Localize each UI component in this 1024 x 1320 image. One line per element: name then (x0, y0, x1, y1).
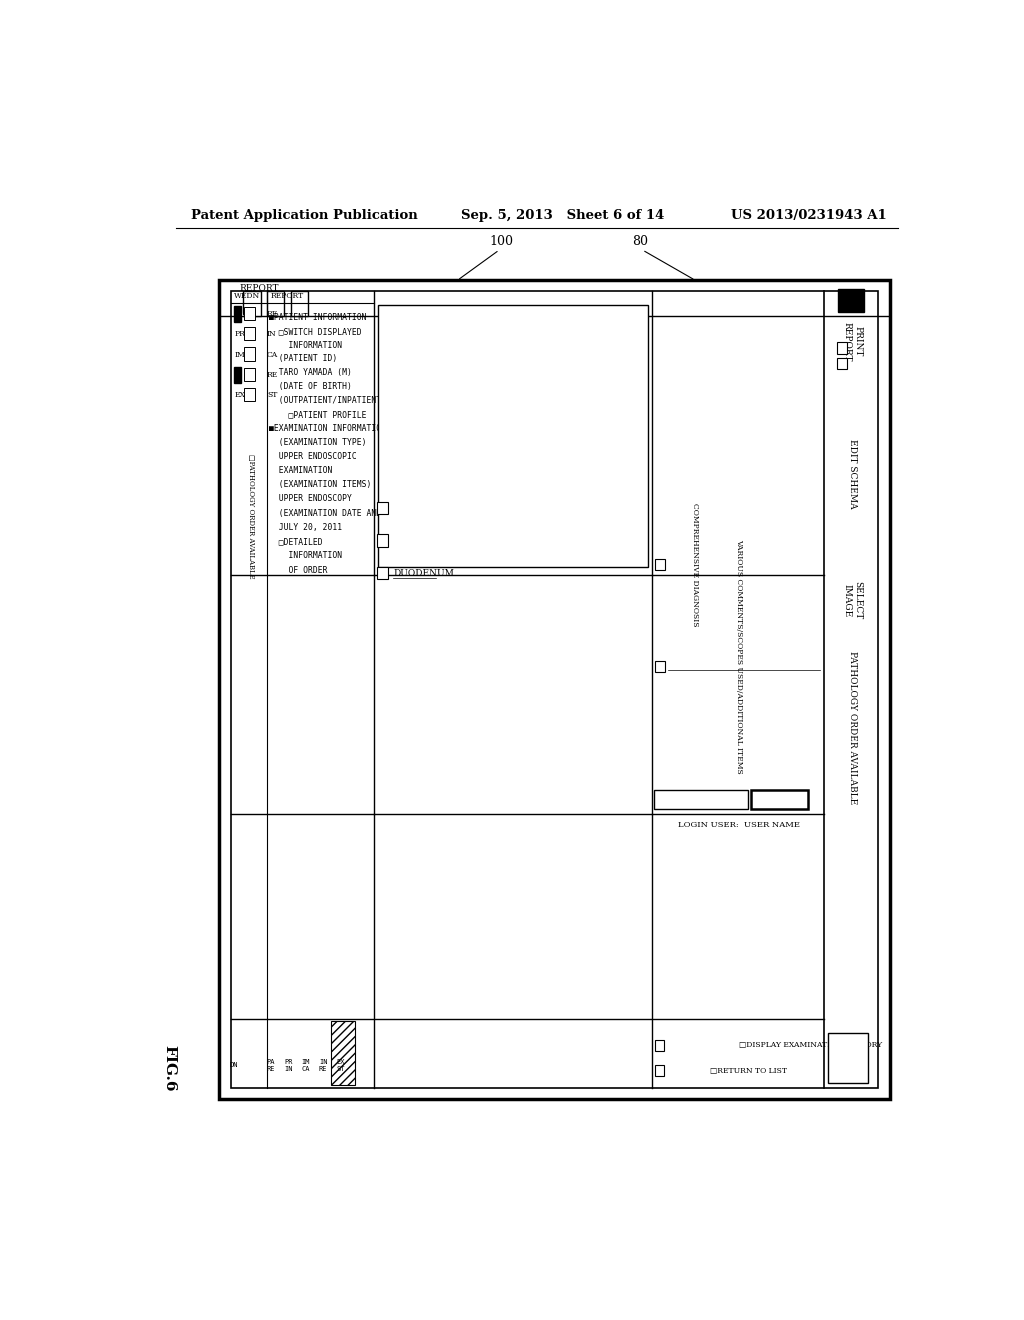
Text: UPPER ENDOSCOPIC: UPPER ENDOSCOPIC (269, 451, 357, 461)
Text: INFORMATION: INFORMATION (269, 341, 342, 350)
Bar (655, 660, 666, 672)
Text: 100: 100 (489, 235, 513, 248)
Bar (244, 347, 255, 360)
Text: WEDN: WEDN (233, 292, 260, 300)
Text: PA
RE: PA RE (266, 1059, 275, 1072)
Text: □SWITCH DISPLAYED: □SWITCH DISPLAYED (269, 327, 361, 337)
Text: IN: IN (234, 371, 244, 379)
Bar (291, 290, 308, 315)
Bar (377, 568, 388, 579)
Bar (233, 367, 241, 383)
Text: SELECT
IMAGE: SELECT IMAGE (843, 581, 862, 619)
Text: ESOPHAGUS: ESOPHAGUS (393, 503, 455, 512)
Text: EX: EX (234, 391, 245, 399)
Text: CA: CA (267, 351, 279, 359)
Text: FIG.6: FIG.6 (162, 1045, 176, 1092)
Bar (655, 1040, 665, 1051)
Text: RE: RE (267, 371, 279, 379)
Text: EXAMINATION: EXAMINATION (269, 466, 333, 475)
Text: ■EXAMINATION INFORMATION: ■EXAMINATION INFORMATION (269, 424, 386, 433)
Bar (231, 290, 878, 1089)
Bar (839, 289, 863, 312)
Text: PRINT
REPORT: PRINT REPORT (843, 322, 862, 362)
Text: IM: IM (234, 351, 245, 359)
Bar (655, 558, 666, 570)
Text: 80: 80 (632, 235, 648, 248)
Text: COMPREHENSIVE DIAGNOSIS: COMPREHENSIVE DIAGNOSIS (691, 503, 699, 627)
Text: SAVE TEMPORARILY: SAVE TEMPORARILY (659, 796, 742, 804)
Text: □DISPLAY EXAMINATION HISTORY: □DISPLAY EXAMINATION HISTORY (739, 1040, 883, 1048)
Text: REPORT: REPORT (240, 284, 279, 293)
Bar (267, 290, 285, 315)
Text: OF ORDER: OF ORDER (269, 565, 328, 574)
Bar (244, 368, 255, 381)
Bar (243, 290, 260, 315)
Text: DN: DN (229, 1063, 238, 1068)
Text: UPPER ENDOSCOPY: UPPER ENDOSCOPY (269, 495, 352, 503)
Text: PR: PR (234, 330, 245, 338)
Bar (751, 789, 808, 809)
Text: (DATE OF BIRTH): (DATE OF BIRTH) (269, 381, 352, 391)
Bar (378, 305, 648, 568)
Text: PATHOLOGY ORDER AVAILABLE: PATHOLOGY ORDER AVAILABLE (848, 651, 857, 804)
Text: Sep. 5, 2013   Sheet 6 of 14: Sep. 5, 2013 Sheet 6 of 14 (461, 209, 665, 222)
Text: EX
ST: EX ST (337, 1059, 345, 1072)
Bar (837, 358, 847, 368)
Text: (EXAMINATION ITEMS): (EXAMINATION ITEMS) (269, 480, 372, 490)
Bar (377, 502, 388, 515)
Text: □DETAILED: □DETAILED (269, 537, 323, 546)
Bar (377, 535, 388, 546)
Text: Patent Application Publication: Patent Application Publication (191, 209, 418, 222)
Text: (EXAMINATION TYPE): (EXAMINATION TYPE) (269, 438, 367, 447)
Text: (PATIENT ID): (PATIENT ID) (269, 354, 338, 363)
Text: □PATHOLOGY ORDER AVAILABLE: □PATHOLOGY ORDER AVAILABLE (248, 454, 256, 578)
Text: IN
RE: IN RE (318, 1059, 328, 1072)
Text: REPORT: REPORT (270, 292, 304, 300)
Bar (654, 789, 748, 809)
Text: LOGIN USER:  USER NAME: LOGIN USER: USER NAME (678, 821, 800, 829)
Text: PR
IN: PR IN (284, 1059, 293, 1072)
Text: ■PATIENT INFORMATION: ■PATIENT INFORMATION (269, 313, 367, 322)
Bar (233, 306, 241, 322)
Text: IM
CA: IM CA (301, 1059, 310, 1072)
Text: EDIT SCHEMA: EDIT SCHEMA (848, 438, 857, 508)
Bar (655, 1065, 665, 1076)
Text: □PATIENT PROFILE: □PATIENT PROFILE (269, 411, 367, 418)
Text: JULY 20, 2011: JULY 20, 2011 (269, 523, 342, 532)
Text: US 2013/0231943 A1: US 2013/0231943 A1 (731, 209, 887, 222)
Text: PA: PA (234, 310, 244, 318)
Text: VARIOUS COMMENTS/SCOPES USED/ADDITIONAL ITEMS: VARIOUS COMMENTS/SCOPES USED/ADDITIONAL … (735, 539, 743, 774)
Bar (837, 342, 847, 354)
Bar (244, 327, 255, 341)
Text: INFORMATION: INFORMATION (269, 552, 342, 560)
Text: DUODENUM: DUODENUM (393, 569, 454, 578)
Bar (331, 1022, 355, 1085)
Bar (219, 280, 890, 1098)
Bar (828, 1032, 867, 1084)
Text: RE: RE (267, 310, 279, 318)
Text: (OUTPATIENT/INPATIENT): (OUTPATIENT/INPATIENT) (269, 396, 386, 405)
Text: (EXAMINATION DATE AND TIME): (EXAMINATION DATE AND TIME) (269, 508, 411, 517)
Text: ST: ST (267, 391, 278, 399)
Bar (244, 306, 255, 319)
Text: REGISTER: REGISTER (759, 796, 801, 804)
Text: IN: IN (267, 330, 276, 338)
Bar (244, 388, 255, 401)
Text: □RETURN TO LIST: □RETURN TO LIST (710, 1067, 786, 1074)
Text: TARO YAMADA (M): TARO YAMADA (M) (269, 368, 352, 378)
Text: STOMACH: STOMACH (393, 536, 443, 545)
